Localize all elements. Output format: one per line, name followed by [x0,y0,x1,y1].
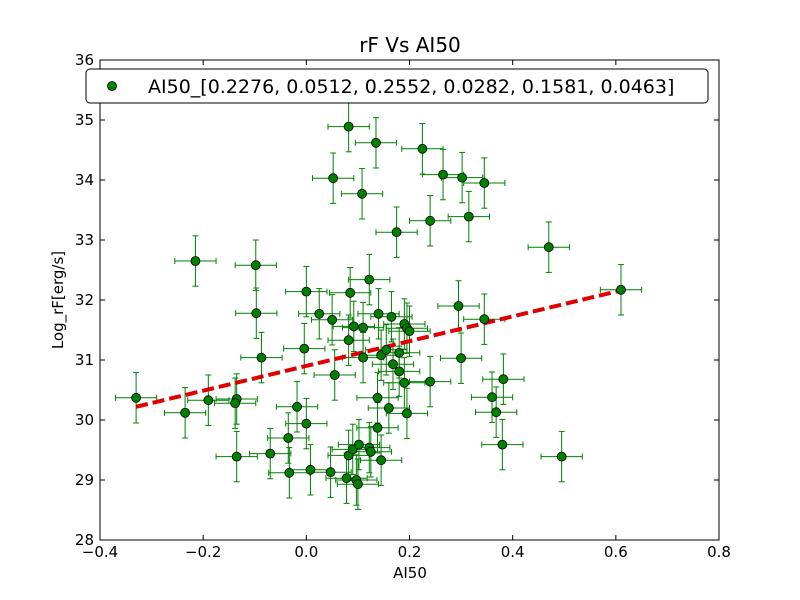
data-point [328,173,339,184]
x-tick-label: 0.2 [398,543,422,561]
data-point [203,395,214,406]
data-point [301,418,312,429]
data-point [373,308,384,319]
data-point [250,260,261,271]
data-point [230,398,241,409]
y-tick-label: 30 [75,411,94,429]
data-point [417,143,428,154]
plot-background [100,60,719,540]
fit-line [135,288,622,409]
data-point [372,392,383,403]
data-point [325,467,336,478]
data-point [353,479,363,490]
data-point [231,451,242,462]
x-axis-label: AI50 [393,564,427,582]
chart-title: rF Vs AI50 [359,33,461,57]
data-point [491,407,502,418]
data-point [404,326,415,337]
data-point [556,451,567,462]
data-point [463,211,474,222]
data-point [498,374,509,385]
data-point [358,322,368,333]
legend-marker-icon [107,81,117,91]
data-point [251,308,262,319]
data-point [284,467,295,478]
data-point [479,178,490,188]
x-tick-label: 0.0 [294,543,318,561]
data-point [394,347,405,358]
data-point [391,227,402,238]
data-point [383,403,394,413]
x-tick-label: −0.2 [185,543,221,561]
data-point [341,473,352,484]
y-tick-label: 31 [75,351,94,369]
data-point [388,359,398,370]
fit-line-group [135,288,622,409]
data-point [345,287,356,298]
y-axis-label: Log_rF[erg/s] [49,251,68,349]
data-point [457,172,468,183]
data-point [292,401,302,412]
y-tick-label: 28 [75,531,94,549]
data-point [425,215,436,226]
data-point [394,366,405,377]
data-point [456,353,466,364]
data-point [283,433,294,443]
data-point [357,188,367,199]
data-point [365,446,376,457]
data-point [131,392,142,403]
y-tick-label: 35 [75,111,94,129]
data-point [190,256,201,266]
tick-labels: −0.4 −0.2 0.0 0.2 0.4 0.6 0.8 28 29 30 31 32 33 34 35 3… [75,51,731,561]
data-point [305,464,316,475]
y-tick-label: 33 [75,231,94,249]
data-point [372,422,383,433]
data-point [386,311,397,322]
data-points [131,121,626,490]
x-tick-label: 0.4 [501,543,525,561]
plot-frame [99,59,720,541]
data-point [364,274,375,285]
data-point [543,242,554,253]
data-point [343,121,354,132]
data-point [327,314,338,325]
data-point [265,448,276,459]
data-point [425,376,436,387]
y-tick-label: 34 [75,171,94,189]
data-point [301,286,312,297]
data-point [381,344,392,355]
data-point [371,137,381,148]
legend-box [85,68,709,104]
legend-label: AI50_[0.2276, 0.0512, 0.2552, 0.0282, 0.… [148,76,674,98]
data-point [402,408,412,419]
y-tick-label: 29 [75,471,94,489]
data-point [358,352,368,363]
data-point [399,377,410,388]
data-point [180,407,191,418]
data-point [438,169,448,180]
data-point [376,455,387,466]
data-point [616,284,626,295]
data-point [497,439,508,450]
data-point [299,343,310,354]
x-tick-label: −0.4 [82,543,118,561]
legend: AI50_[0.2276, 0.0512, 0.2552, 0.0282, 0.… [85,68,709,104]
data-point [314,308,325,319]
data-point [487,392,497,403]
y-tick-label: 32 [75,291,94,309]
x-tick-label: 0.8 [707,543,731,561]
data-point [343,335,354,346]
data-point [453,301,464,311]
y-tick-label: 36 [75,51,94,69]
data-point [256,352,267,363]
data-point [479,314,490,325]
data-point [348,321,359,332]
x-tick-label: 0.6 [604,543,628,561]
data-point [354,439,364,450]
data-point [329,370,340,380]
